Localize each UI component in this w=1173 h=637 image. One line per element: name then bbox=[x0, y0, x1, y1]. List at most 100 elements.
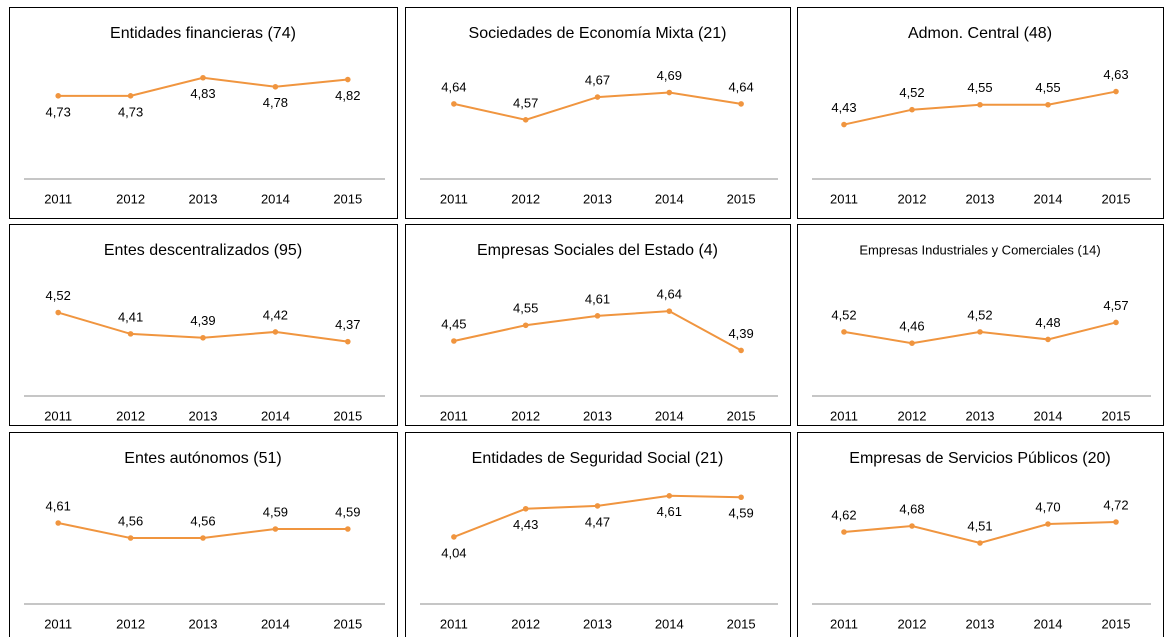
x-tick-label: 2015 bbox=[727, 616, 756, 631]
x-tick-label: 2012 bbox=[898, 408, 927, 423]
data-label: 4,73 bbox=[46, 104, 71, 119]
point bbox=[594, 503, 601, 509]
chart-title: Admon. Central (48) bbox=[908, 25, 1052, 42]
point bbox=[200, 74, 206, 81]
data-label: 4,67 bbox=[585, 73, 610, 88]
x-tick-label: 2013 bbox=[966, 191, 995, 206]
chart-title: Entes autónomos (51) bbox=[124, 450, 281, 467]
point bbox=[666, 89, 673, 96]
chart-title: Entidades financieras (74) bbox=[110, 25, 296, 42]
data-label: 4,41 bbox=[118, 309, 143, 324]
x-tick-label: 2012 bbox=[511, 616, 540, 631]
point bbox=[909, 106, 915, 113]
x-tick-label: 2012 bbox=[511, 191, 540, 206]
data-label: 4,73 bbox=[118, 104, 143, 119]
data-label: 4,59 bbox=[335, 504, 360, 519]
point bbox=[451, 534, 457, 540]
data-label: 4,70 bbox=[1035, 499, 1060, 514]
data-label: 4,52 bbox=[967, 307, 992, 322]
point bbox=[127, 93, 134, 99]
point bbox=[738, 347, 744, 354]
data-label: 4,64 bbox=[441, 79, 466, 94]
x-tick-label: 2014 bbox=[1034, 191, 1063, 206]
data-label: 4,56 bbox=[118, 513, 143, 528]
point bbox=[1045, 101, 1051, 108]
x-tick-label: 2011 bbox=[830, 408, 858, 423]
data-label: 4,69 bbox=[657, 68, 682, 83]
data-label: 4,55 bbox=[967, 80, 992, 95]
data-label: 4,52 bbox=[899, 85, 924, 100]
x-tick-label: 2012 bbox=[898, 616, 927, 631]
x-tick-label: 2015 bbox=[333, 191, 362, 206]
point bbox=[127, 331, 134, 337]
data-label: 4,46 bbox=[899, 319, 924, 334]
point bbox=[345, 526, 351, 532]
x-tick-label: 2012 bbox=[898, 191, 927, 206]
panel bbox=[9, 7, 398, 219]
data-label: 4,42 bbox=[263, 307, 288, 322]
point bbox=[1045, 521, 1051, 527]
point bbox=[909, 523, 915, 529]
panel bbox=[405, 7, 791, 219]
point bbox=[55, 309, 61, 316]
point bbox=[451, 101, 457, 107]
x-tick-label: 2013 bbox=[583, 408, 612, 423]
data-label: 4,59 bbox=[263, 504, 288, 519]
data-label: 4,63 bbox=[1103, 67, 1128, 82]
point bbox=[909, 340, 915, 347]
point bbox=[977, 329, 983, 335]
point bbox=[522, 505, 529, 512]
chart-title: Entidades de Seguridad Social (21) bbox=[472, 450, 724, 467]
point bbox=[841, 529, 847, 535]
data-label: 4,48 bbox=[1035, 315, 1060, 330]
data-label: 4,47 bbox=[585, 514, 610, 529]
data-label: 4,52 bbox=[46, 288, 71, 303]
point bbox=[738, 101, 744, 107]
x-tick-label: 2015 bbox=[1102, 191, 1131, 206]
x-tick-label: 2014 bbox=[261, 616, 290, 631]
x-tick-label: 2012 bbox=[116, 408, 145, 423]
x-tick-label: 2011 bbox=[830, 616, 858, 631]
panel bbox=[405, 432, 791, 637]
point bbox=[1045, 336, 1051, 343]
x-tick-label: 2011 bbox=[44, 408, 72, 423]
x-tick-label: 2014 bbox=[1034, 408, 1063, 423]
point bbox=[594, 313, 601, 319]
point bbox=[666, 308, 673, 314]
data-label: 4,83 bbox=[190, 86, 215, 101]
data-label: 4,39 bbox=[190, 313, 215, 328]
data-label: 4,39 bbox=[728, 326, 753, 341]
panel bbox=[9, 432, 398, 637]
x-tick-label: 2013 bbox=[966, 616, 995, 631]
data-label: 4,52 bbox=[831, 307, 856, 322]
data-label: 4,43 bbox=[831, 100, 856, 115]
point bbox=[272, 83, 279, 90]
x-tick-label: 2011 bbox=[44, 191, 72, 206]
data-label: 4,04 bbox=[441, 545, 466, 560]
data-label: 4,64 bbox=[728, 79, 753, 94]
data-label: 4,61 bbox=[585, 291, 610, 306]
point bbox=[738, 494, 744, 501]
point bbox=[345, 76, 351, 83]
data-label: 4,78 bbox=[263, 95, 288, 110]
data-label: 4,82 bbox=[335, 88, 360, 103]
x-tick-label: 2015 bbox=[727, 191, 756, 206]
point bbox=[666, 493, 673, 499]
chart-title: Sociedades de Economía Mixta (21) bbox=[469, 25, 727, 42]
chart-title: Empresas Industriales y Comerciales (14) bbox=[859, 242, 1100, 257]
point bbox=[451, 338, 457, 344]
data-label: 4,61 bbox=[657, 504, 682, 519]
data-label: 4,59 bbox=[728, 506, 753, 521]
x-tick-label: 2015 bbox=[333, 616, 362, 631]
data-label: 4,57 bbox=[1103, 298, 1128, 313]
x-tick-label: 2011 bbox=[440, 408, 468, 423]
point bbox=[345, 338, 351, 345]
point bbox=[272, 329, 279, 335]
chart-title: Empresas de Servicios Públicos (20) bbox=[849, 450, 1110, 467]
chart-title: Empresas Sociales del Estado (4) bbox=[477, 242, 718, 259]
x-tick-label: 2011 bbox=[440, 191, 468, 206]
point bbox=[522, 117, 529, 123]
point bbox=[200, 334, 206, 341]
data-label: 4,51 bbox=[967, 518, 992, 533]
x-tick-label: 2011 bbox=[440, 616, 468, 631]
